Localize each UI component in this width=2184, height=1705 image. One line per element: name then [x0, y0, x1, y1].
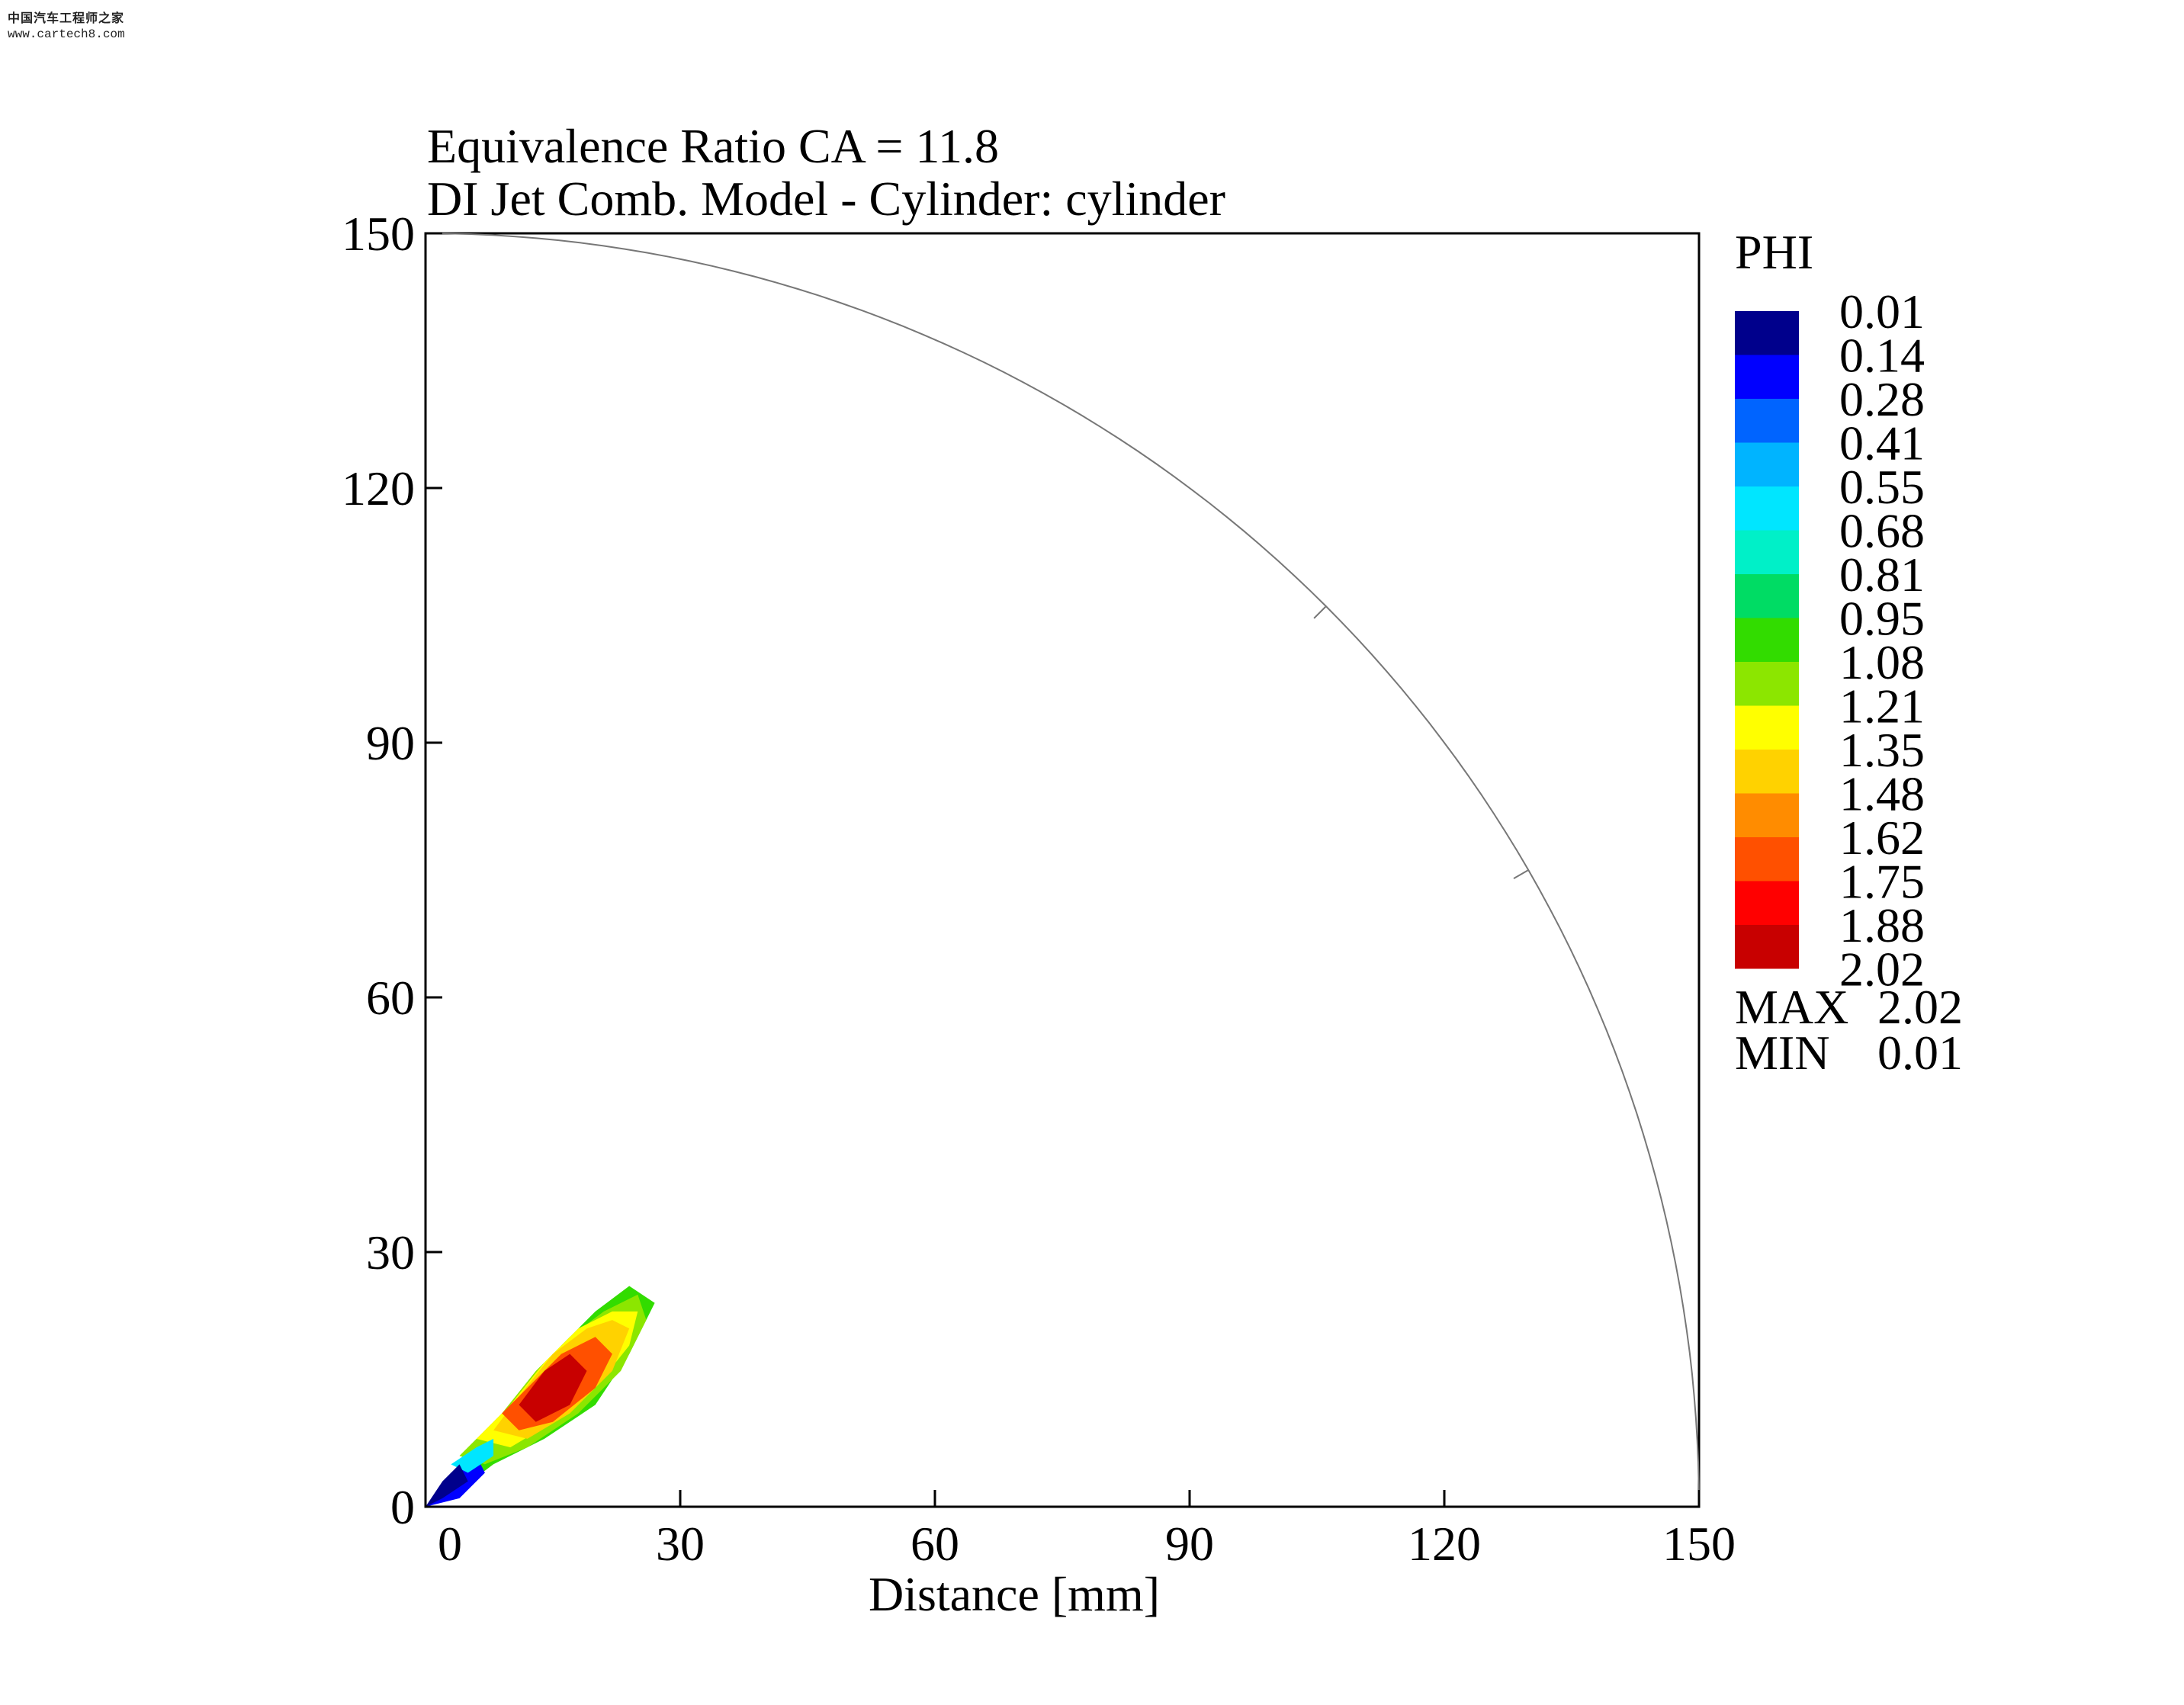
y-tick-label-30: 30 [366, 1225, 415, 1280]
y-tick-label-90: 90 [366, 716, 415, 770]
legend-swatch-14 [1735, 925, 1799, 969]
legend-swatches [1735, 311, 1799, 969]
legend-level-6: 0.81 [1839, 547, 1925, 602]
chart-subtitle: DI Jet Comb. Model - Cylinder: cylinder [427, 172, 1225, 226]
watermark-url: www.cartech8.com [8, 27, 125, 41]
x-axis: 0 30 60 90 120 150 [424, 1490, 1736, 1571]
legend-labels: 0.010.140.280.410.550.680.810.951.081.21… [1839, 284, 1925, 997]
legend-level-0: 0.01 [1839, 284, 1925, 339]
legend-level-3: 0.41 [1839, 416, 1925, 470]
y-tick-label-60: 60 [366, 971, 415, 1025]
plume-contour [426, 1286, 655, 1507]
legend-swatch-12 [1735, 837, 1799, 881]
plot-frame [424, 232, 1701, 1508]
x-tick-label-150: 150 [1662, 1517, 1736, 1571]
chart-title: Equivalence Ratio CA = 11.8 [427, 119, 999, 173]
y-tick-label-150: 150 [342, 207, 415, 261]
legend-level-12: 1.62 [1839, 811, 1925, 865]
legend-level-14: 1.88 [1839, 898, 1925, 952]
watermark: 中国汽车工程师之家 www.cartech8.com [8, 8, 125, 41]
x-tick-label-120: 120 [1408, 1517, 1481, 1571]
plume-cyan [451, 1438, 494, 1473]
legend-swatch-1 [1735, 355, 1799, 399]
x-tick-label-90: 90 [1165, 1517, 1214, 1571]
legend-level-15: 2.02 [1839, 942, 1925, 997]
legend-level-9: 1.21 [1839, 679, 1925, 734]
legend-max-value: 2.02 [1877, 980, 1963, 1034]
legend-swatch-6 [1735, 574, 1799, 618]
cylinder-arc [425, 233, 1700, 1508]
x-tick-label-60: 60 [911, 1517, 959, 1571]
legend-title: PHI [1735, 225, 1813, 279]
cylinder-wall [425, 233, 1700, 1508]
cylinder-mark-2 [1513, 869, 1529, 879]
legend-level-13: 1.75 [1839, 855, 1925, 909]
cylinder-mark-1 [1313, 605, 1327, 619]
legend-swatch-0 [1735, 311, 1799, 355]
legend-swatch-5 [1735, 530, 1799, 574]
legend-swatch-10 [1735, 750, 1799, 794]
legend-swatch-4 [1735, 486, 1799, 531]
legend-level-4: 0.55 [1839, 460, 1925, 514]
legend-max-label: MAX [1735, 980, 1848, 1034]
legend-swatch-9 [1735, 705, 1799, 750]
x-tick-label-0: 0 [438, 1517, 462, 1571]
x-tick-label-30: 30 [656, 1517, 705, 1571]
legend-level-1: 0.14 [1839, 329, 1925, 383]
watermark-title: 中国汽车工程师之家 [8, 11, 125, 25]
legend-swatch-8 [1735, 662, 1799, 706]
legend-swatch-2 [1735, 399, 1799, 443]
legend-level-5: 0.68 [1839, 504, 1925, 558]
legend-level-10: 1.35 [1839, 723, 1925, 777]
legend-swatch-13 [1735, 881, 1799, 925]
legend-swatch-11 [1735, 793, 1799, 837]
legend-level-11: 1.48 [1839, 767, 1925, 821]
plume-darkred [519, 1353, 587, 1422]
legend-swatch-7 [1735, 618, 1799, 662]
legend-min-value: 0.01 [1877, 1026, 1963, 1080]
y-tick-label-0: 0 [390, 1480, 415, 1534]
legend-level-7: 0.95 [1839, 592, 1925, 646]
legend-swatch-3 [1735, 442, 1799, 486]
y-axis: 0 30 60 90 120 150 [342, 207, 442, 1534]
legend-level-2: 0.28 [1839, 372, 1925, 426]
y-tick-label-120: 120 [342, 461, 415, 515]
legend-min-label: MIN [1735, 1026, 1829, 1080]
legend: PHI 0.010.140.280.410.550.680.810.951.08… [1735, 225, 1963, 1080]
legend-level-8: 1.08 [1839, 635, 1925, 689]
x-axis-label: Distance [mm] [869, 1567, 1160, 1621]
plume-core-blue [426, 1464, 468, 1507]
